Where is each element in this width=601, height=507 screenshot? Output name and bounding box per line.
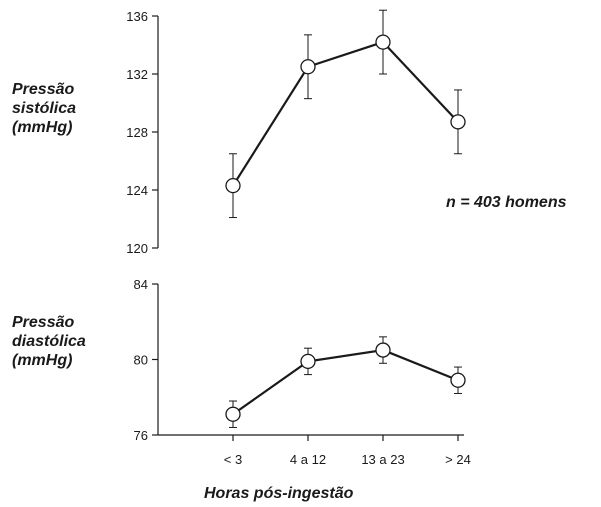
diastolic-data-point — [300, 353, 316, 370]
systolic-y-axis-label: Pressão sistólica (mmHg) — [12, 81, 77, 136]
systolic-data-point — [375, 34, 391, 50]
x-tick-label: 4 a 12 — [290, 452, 326, 467]
x-axis-label: Horas pós-ingestão — [204, 485, 354, 502]
diastolic-y-tick-label: 80 — [134, 353, 148, 368]
diastolic-y-axis-label: Pressão diastólica (mmHg) — [12, 314, 86, 369]
systolic-series-line — [232, 40, 459, 187]
sample-size-annotation: n = 403 homens — [446, 194, 567, 211]
systolic-y-tick-label: 128 — [126, 125, 148, 140]
x-tick-label: < 3 — [224, 452, 242, 467]
diastolic-data-point — [375, 342, 391, 358]
x-tick-label: 13 a 23 — [361, 452, 404, 467]
systolic-y-tick-label: 132 — [126, 67, 148, 82]
diastolic-data-point — [450, 372, 466, 388]
systolic-y-tick-label: 124 — [126, 183, 148, 198]
diastolic-y-tick-label: 76 — [134, 428, 148, 443]
systolic-y-tick-label: 120 — [126, 241, 148, 256]
x-tick-label: > 24 — [445, 452, 471, 467]
systolic-data-point — [450, 114, 466, 130]
diastolic-series-line — [232, 348, 459, 416]
systolic-y-tick-label: 136 — [126, 9, 148, 24]
diastolic-y-tick-label: 84 — [134, 277, 148, 292]
diastolic-data-point — [225, 406, 241, 422]
systolic-data-point — [300, 59, 316, 75]
systolic-data-point — [225, 177, 241, 194]
